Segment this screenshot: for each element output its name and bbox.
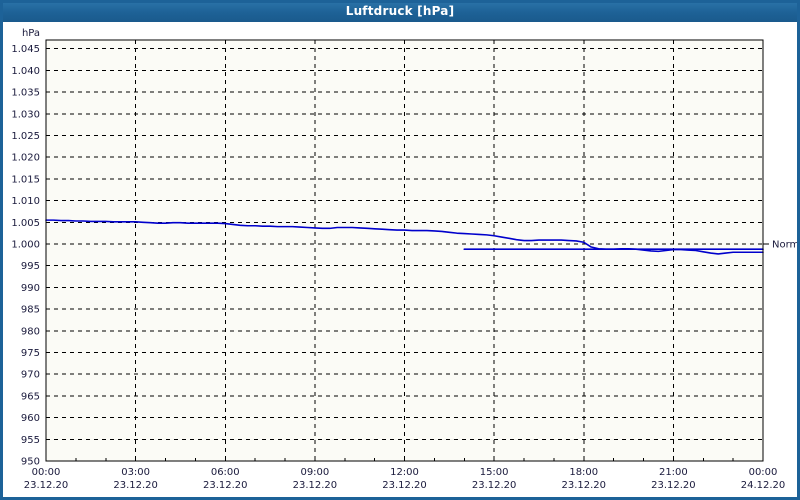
x-axis-tick-label-date: 23.12.20 <box>113 480 158 491</box>
x-axis-tick-label-date: 23.12.20 <box>472 480 517 491</box>
y-axis-tick-label: 960 <box>21 413 40 424</box>
x-axis-tick-label-date: 23.12.20 <box>382 480 427 491</box>
y-axis-tick-label: 1.035 <box>11 88 40 99</box>
y-axis-tick-label: 1.030 <box>11 109 40 120</box>
y-axis-tick-label: 1.010 <box>11 196 40 207</box>
window-title-bar: Luftdruck [hPa] <box>0 0 800 22</box>
y-axis-tick-label: 970 <box>21 370 40 381</box>
y-axis-tick-label: 975 <box>21 348 40 359</box>
x-axis-tick-label-date: 23.12.20 <box>651 480 696 491</box>
page-title: Luftdruck [hPa] <box>345 4 455 18</box>
x-axis-tick-label-date: 23.12.20 <box>203 480 248 491</box>
x-axis-tick-label-time: 15:00 <box>480 467 509 478</box>
x-axis-tick-label-time: 03:00 <box>121 467 150 478</box>
x-axis-tick-label-time: 18:00 <box>569 467 598 478</box>
x-axis-tick-label-date: 23.12.20 <box>293 480 338 491</box>
y-axis-tick-label: 950 <box>21 457 40 468</box>
x-axis-tick-label-date: 24.12.20 <box>741 480 786 491</box>
x-axis-tick-label-date: 23.12.20 <box>561 480 606 491</box>
x-axis-tick-label-time: 09:00 <box>300 467 329 478</box>
y-axis-tick-label: 1.005 <box>11 218 40 229</box>
x-axis-tick-label-time: 00:00 <box>32 467 61 478</box>
y-axis-tick-label: 990 <box>21 283 40 294</box>
y-axis-tick-label: 1.000 <box>11 239 40 250</box>
x-axis-tick-label-time: 12:00 <box>390 467 419 478</box>
y-axis-tick-label: 1.025 <box>11 131 40 142</box>
x-axis-tick-label-time: 06:00 <box>211 467 240 478</box>
chart-canvas: hPa 950 955 960 965 970 975 980 985 990 995 1.000 1.… <box>3 22 797 497</box>
y-axis-tick-label: 985 <box>21 305 40 316</box>
y-axis-tick-label: 1.020 <box>11 153 40 164</box>
x-axis-tick-label-time: 21:00 <box>659 467 688 478</box>
y-axis-tick-label: 1.040 <box>11 66 40 77</box>
x-axis-tick-label-date: 23.12.20 <box>24 480 69 491</box>
y-axis-unit-label: hPa <box>22 28 40 39</box>
y-axis-tick-label: 965 <box>21 391 40 402</box>
y-axis-tick-label: 955 <box>21 435 40 446</box>
data-series-line-0 <box>45 219 764 255</box>
y-axis-tick-label: 980 <box>21 326 40 337</box>
y-axis-tick-label: 1.045 <box>11 44 40 55</box>
x-axis-tick-label-time: 00:00 <box>749 467 778 478</box>
legend-label-normal: Normal <box>772 239 797 250</box>
pressure-line-chart: hPa 950 955 960 965 970 975 980 985 990 995 1.000 1.… <box>11 28 797 491</box>
y-axis-tick-label: 995 <box>21 261 40 272</box>
y-axis-tick-label: 1.015 <box>11 174 40 185</box>
